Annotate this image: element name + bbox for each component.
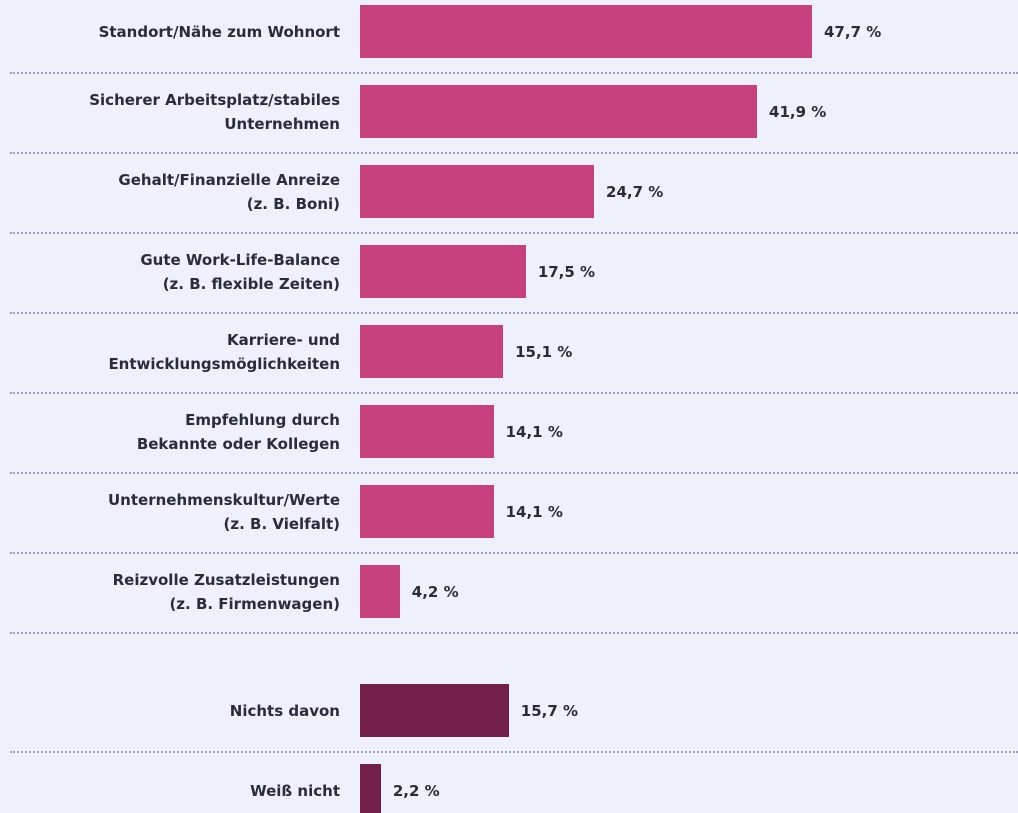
bar: [360, 764, 381, 813]
category-label: Sicherer Arbeitsplatz/stabiles Unternehm…: [89, 90, 340, 133]
value-label: 2,2 %: [392, 781, 440, 800]
bar: [360, 684, 509, 737]
category-label: Gute Work-Life-Balance (z. B. flexible Z…: [140, 250, 340, 293]
value-label: 4,2 %: [411, 582, 459, 601]
value-label: 41,9 %: [769, 102, 827, 121]
category-label: Standort/Nähe zum Wohnort: [98, 22, 340, 41]
separator: [10, 152, 1018, 154]
bar: [360, 485, 494, 538]
separator: [10, 392, 1018, 394]
separator: [10, 472, 1018, 474]
value-label: 15,1 %: [515, 342, 573, 361]
category-label: Weiß nicht: [250, 781, 340, 800]
separator: [10, 751, 1018, 753]
bar: [360, 5, 812, 58]
value-label: 15,7 %: [520, 701, 579, 720]
separator: [10, 312, 1018, 314]
category-label: Unternehmenskultur/Werte (z. B. Vielfalt…: [108, 490, 340, 533]
value-label: 17,5 %: [537, 262, 596, 281]
value-label: 14,1 %: [505, 502, 563, 521]
category-label: Reizvolle Zusatzleistungen (z. B. Firmen…: [112, 570, 340, 613]
separator: [10, 72, 1018, 74]
category-label: Karriere- und Entwicklungsmöglichkeiten: [108, 330, 340, 373]
category-label: Gehalt/Finanzielle Anreize (z. B. Boni): [118, 170, 340, 213]
category-label: Nichts davon: [229, 701, 340, 720]
bar: [360, 405, 494, 458]
separator: [10, 552, 1018, 554]
value-label: 47,7 %: [824, 22, 882, 41]
bar: [360, 85, 758, 138]
bar: [360, 325, 504, 378]
separator: [10, 232, 1018, 234]
bar: [360, 165, 595, 218]
category-label: Empfehlung durch Bekannte oder Kollegen: [136, 410, 340, 453]
bar: [360, 565, 400, 618]
separator: [10, 632, 1018, 634]
value-label: 14,1 %: [505, 422, 563, 441]
bar: [360, 245, 526, 298]
value-label: 24,7 %: [606, 182, 664, 201]
